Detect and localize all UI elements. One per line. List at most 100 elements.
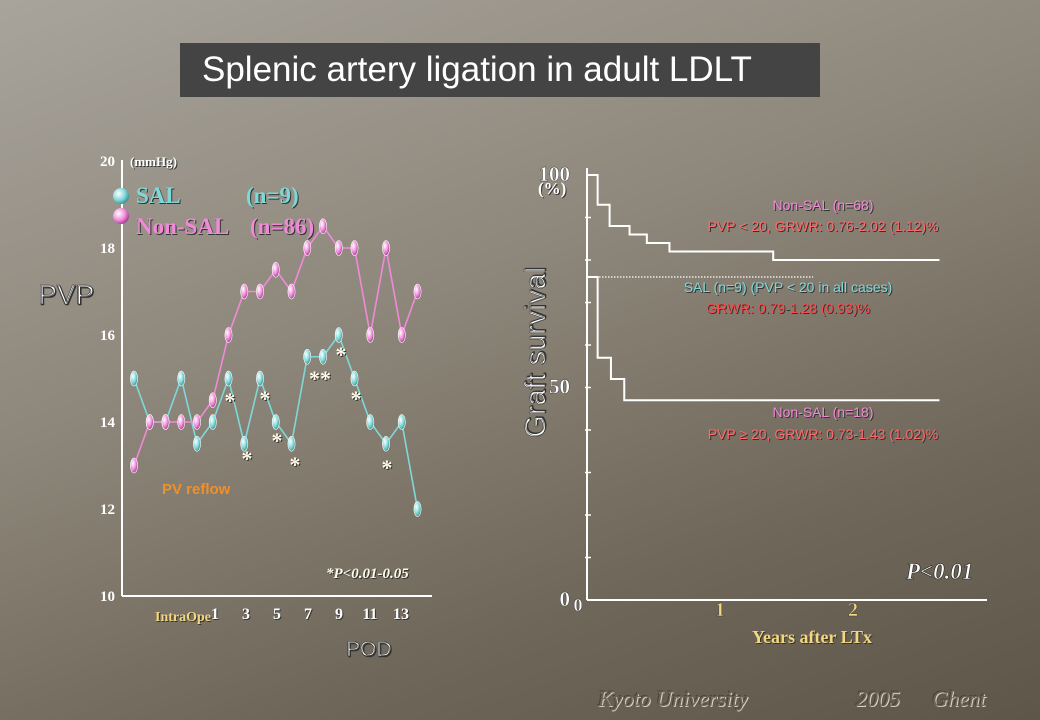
nonsal-data-point [366,327,375,343]
survival-series-group [587,174,940,402]
nonsal68-detail: PVP < 20, GRWR: 0.76-2.02 (1.12)% [708,218,939,234]
survival-y-tick-label: 100 [539,162,571,186]
pvp-x-tick-label: 3 [242,606,250,623]
significance-star: * [290,452,301,477]
survival-minor-ticks [585,216,591,559]
pvp-significance-marks: ********** [225,342,393,480]
nonsal-data-point [177,414,186,430]
slide-title: Splenic artery ligation in adult LDLT [202,50,752,89]
pvp-x-tick-label: 5 [273,606,281,623]
nonsal-data-point [240,283,249,300]
sal-detail: GRWR: 0.79-1.28 (0.93)% [706,300,870,316]
title-box: Splenic artery ligation in adult LDLT [180,43,820,97]
survival-unit: (%) [538,179,566,198]
sal-data-point [240,435,249,452]
pvp-x-tick-label: 11 [362,606,377,623]
significance-star: ** [309,366,331,391]
pvp-x-label: POD [346,638,392,661]
nonsal18-curve [587,276,940,402]
pvp-y-tick-label: 16 [100,328,116,344]
nonsal18-detail: PVP ≥ 20, GRWR: 0.73-1.43 (1.02)% [708,426,939,442]
significance-star: * [260,386,271,411]
pvp-unit: (mmHg) [130,154,177,169]
nonsal68-curve [587,174,940,261]
sal-data-point [130,370,138,387]
significance-star: * [242,446,253,471]
significance-star: * [336,342,347,367]
survival-y-tick-label: 0 [560,587,571,611]
survival-y-ticks: 0 50 100 [538,162,571,611]
pvp-x-tick-intraope: IntraOpe [155,610,211,625]
sal-data-point [256,370,264,387]
sal-data-point [366,414,375,430]
pvp-y-tick-label: 20 [100,154,115,170]
survival-x-tick-label: 1 [715,599,725,621]
survival-pvalue: P<0.01 [905,559,973,584]
nonsal-data-point [256,283,264,300]
legend-sal-marker [113,188,129,204]
nonsal-data-point [350,240,359,256]
nonsal-data-point [193,414,201,430]
footer-city: Ghent [932,686,986,711]
significance-star: * [225,388,236,413]
nonsal-data-point [145,414,154,430]
pvp-chart: 10 12 14 16 18 20 (mmHg) SAL (n=9) Non-SAL (n… [38,154,432,661]
sal-data-point [319,348,327,365]
sal-data-point [208,414,217,430]
nonsal-data-point [413,283,422,300]
pvp-x-ticks: IntraOpe 1 3 5 7 9 11 13 [155,606,409,625]
nonsal-data-point [397,327,406,343]
significance-star: * [351,386,362,411]
sal-data-point [224,370,233,387]
nonsal68-label: Non-SAL (n=68) [772,197,873,213]
legend-sal-n: (n=9) [246,183,299,208]
sal-data-point [334,327,343,343]
sal-data-point [177,370,186,387]
sal-data-point [193,435,201,452]
nonsal-data-point [303,240,312,256]
sal-data-point [382,435,390,452]
nonsal-data-point [130,457,138,474]
footer: Kyoto University 2005 Ghent [598,686,1008,716]
sal-data-point [397,414,406,430]
survival-x-tick-label: 0 [574,595,583,615]
nonsal-data-point [271,261,280,278]
pvp-y-tick-label: 12 [100,502,115,518]
nonsal-data-point [319,218,327,235]
significance-star: * [272,428,283,453]
survival-x-ticks: 0 1 2 [573,595,858,621]
nonsal-data-point [382,240,390,256]
legend-nonsal-marker [113,208,129,224]
sal-data-point [413,501,422,517]
pvp-y-tick-label: 18 [100,241,115,257]
survival-chart: 0 50 100 (%) Graft survival Non-SAL (n=68)… [520,162,987,647]
footer-year: 2005 [856,686,900,711]
legend-sal-label: SAL [136,183,181,208]
pvp-y-tick-label: 10 [100,589,115,605]
footer-institution: Kyoto University [598,686,748,711]
nonsal-data-point [334,240,343,256]
pvp-x-tick-label: 9 [335,606,343,623]
pvp-y-tick-label: 14 [100,415,116,431]
nonsal-data-point [208,392,217,409]
sal-data-point [303,348,312,365]
nonsal-data-point [161,414,170,430]
pvp-x-tick-label: 13 [393,606,409,623]
pv-reflow-label: PV reflow [162,481,231,498]
sal-label: SAL (n=9) (PVP < 20 in all cases) [684,279,893,295]
pvp-x-tick-label: 7 [304,606,312,623]
survival-y-label: Graft survival [520,267,552,438]
sal-data-point [287,435,296,452]
legend-nonsal-label: Non-SAL [136,214,229,239]
pvp-y-ticks: 10 12 14 16 18 20 [100,154,116,605]
legend-nonsal-n: (n=86) [250,214,314,239]
pvp-series-group [130,218,422,517]
sal-data-point [271,414,280,430]
significance-star: * [382,455,393,480]
nonsal-data-point [287,283,296,300]
survival-x-tick-label: 2 [848,599,858,621]
survival-y-tick-label: 50 [549,375,570,399]
pvp-pvalue-note: *P<0.01-0.05 [326,566,409,582]
survival-x-label: Years after LTx [752,627,872,647]
